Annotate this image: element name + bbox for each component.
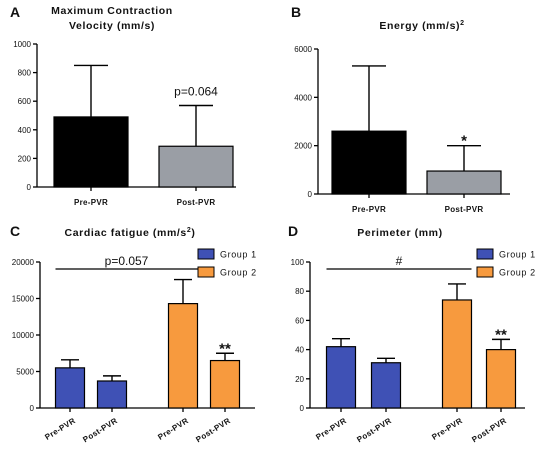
y-tick-label: 20000 — [12, 258, 35, 267]
bar — [426, 170, 502, 195]
y-tick-label: 2000 — [294, 142, 312, 151]
x-tick-label: Post-PVR — [177, 198, 216, 207]
chart-title-superscript: 2 — [460, 20, 465, 27]
legend-swatch — [197, 248, 215, 260]
chart-title: Maximum Contraction — [51, 5, 173, 17]
chart-title-superscript: 2 — [187, 227, 192, 234]
y-tick-label: 0 — [308, 190, 313, 199]
legend-label: Group 1 — [499, 250, 536, 260]
bar — [331, 130, 407, 195]
bar — [158, 145, 234, 188]
y-tick-label: 1000 — [13, 40, 31, 49]
y-tick-label: 10000 — [12, 331, 35, 340]
y-tick-label: 400 — [18, 126, 32, 135]
chart-title-text: Maximum Contraction — [51, 5, 173, 17]
bar — [441, 299, 473, 409]
y-tick-label: 6000 — [294, 45, 312, 54]
y-tick-label: 0 — [300, 404, 305, 413]
x-tick-label: Post-PVR — [470, 416, 508, 444]
bar — [325, 346, 357, 409]
y-tick-label: 4000 — [294, 93, 312, 102]
x-tick-label: Post-PVR — [355, 416, 393, 444]
legend-swatch — [197, 266, 215, 278]
x-tick-label: Pre-PVR — [156, 416, 190, 442]
panel-letter: C — [10, 223, 20, 239]
y-tick-label: 40 — [295, 346, 304, 355]
x-tick-label: Pre-PVR — [74, 198, 108, 207]
legend-swatch — [476, 266, 494, 278]
bar — [167, 303, 199, 409]
chart-title-line2: Velocity (mm/s) — [69, 20, 155, 32]
y-tick-label: 15000 — [12, 295, 35, 304]
chart-title-text: Perimeter (mm) — [357, 227, 442, 239]
chart-title-suffix: ) — [191, 227, 195, 239]
chart-title-text: Cardiac fatigue (mm/s — [65, 227, 187, 239]
x-tick-label: Pre-PVR — [314, 416, 348, 442]
y-tick-label: 20 — [295, 375, 304, 384]
legend-label: Group 2 — [499, 268, 536, 278]
y-tick-label: 0 — [27, 183, 32, 192]
legend-swatch — [476, 248, 494, 260]
significance-annotation: * — [461, 133, 467, 150]
x-tick-label: Post-PVR — [194, 416, 232, 444]
comparison-label: # — [396, 254, 403, 268]
x-tick-label: Post-PVR — [81, 416, 119, 444]
panel-c: C Cardiac fatigue (mm/s2) 0 5000 10000 15000 2… — [10, 223, 257, 444]
y-tick-label: 60 — [295, 316, 304, 325]
bar — [370, 362, 402, 409]
x-tick-label: Pre-PVR — [352, 205, 386, 214]
x-tick-label: Post-PVR — [445, 205, 484, 214]
y-tick-label: 0 — [30, 404, 35, 413]
chart-title: Energy (mm/s)2 — [379, 20, 464, 32]
y-tick-label: 80 — [295, 287, 304, 296]
y-tick-label: 800 — [18, 69, 32, 78]
panel-letter: B — [291, 4, 301, 20]
legend-label: Group 1 — [220, 250, 257, 260]
comparison-label: p=0.057 — [105, 254, 149, 268]
significance-annotation: p=0.064 — [174, 84, 218, 98]
chart-title-text: Energy (mm/s) — [379, 20, 460, 32]
x-tick-label: Pre-PVR — [43, 416, 77, 442]
panel-letter: A — [10, 4, 20, 20]
bar — [209, 359, 241, 409]
y-tick-label: 200 — [18, 154, 32, 163]
panel-b: B Energy (mm/s)2 0 2000 4000 6000 Pre-PVR Post-… — [291, 4, 510, 214]
panel-letter: D — [288, 223, 298, 239]
legend-label: Group 2 — [220, 268, 257, 278]
x-tick-label: Pre-PVR — [430, 416, 464, 442]
chart-title: Perimeter (mm) — [357, 227, 442, 239]
significance-annotation: ** — [495, 326, 507, 343]
significance-annotation: ** — [219, 340, 231, 357]
bar — [53, 116, 129, 188]
panel-a: A Maximum Contraction Velocity (mm/s) 0 200 4… — [10, 4, 236, 207]
bar — [54, 367, 86, 409]
bar — [485, 349, 517, 409]
bar — [96, 380, 128, 409]
y-tick-label: 100 — [291, 258, 305, 267]
y-tick-label: 5000 — [16, 368, 34, 377]
y-tick-label: 600 — [18, 97, 32, 106]
chart-title: Cardiac fatigue (mm/s2) — [65, 227, 196, 239]
